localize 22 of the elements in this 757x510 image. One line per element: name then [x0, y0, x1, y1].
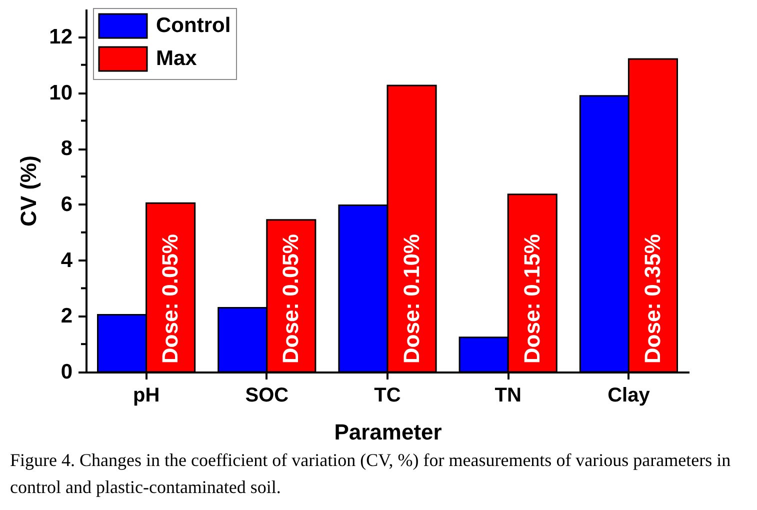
x-tick-label: TC	[374, 384, 401, 406]
y-tick-label: 10	[49, 81, 72, 104]
y-axis-title: CV (%)	[16, 156, 42, 226]
y-tick-label: 4	[60, 248, 73, 272]
x-tick-label: TN	[494, 384, 522, 406]
y-tick-label: 0	[60, 360, 72, 384]
x-tick-label: pH	[132, 384, 160, 406]
legend-label: Control	[156, 14, 231, 37]
y-tick-label: 6	[60, 192, 72, 216]
x-tick-label: SOC	[245, 384, 289, 406]
annotation: Dose: 0.05%	[158, 234, 183, 364]
annotation: Dose: 0.05%	[278, 234, 304, 364]
annotation: Dose: 0.10%	[398, 234, 424, 364]
x-tick-label: Clay	[608, 384, 651, 406]
y-tick-label: 12	[49, 25, 72, 48]
x-axis-title: Parameter	[334, 420, 442, 444]
annotation: Dose: 0.35%	[640, 234, 665, 364]
annotation: Dose: 0.15%	[519, 234, 544, 364]
caption: Figure 4. Changes in the coefficient of variation (CV, %) for measurements of various parameters in control and plastic-contaminated soil.	[10, 450, 731, 497]
legend-label: Max	[156, 47, 198, 70]
y-tick-label: 8	[60, 137, 73, 160]
y-tick-label: 2	[60, 304, 72, 328]
